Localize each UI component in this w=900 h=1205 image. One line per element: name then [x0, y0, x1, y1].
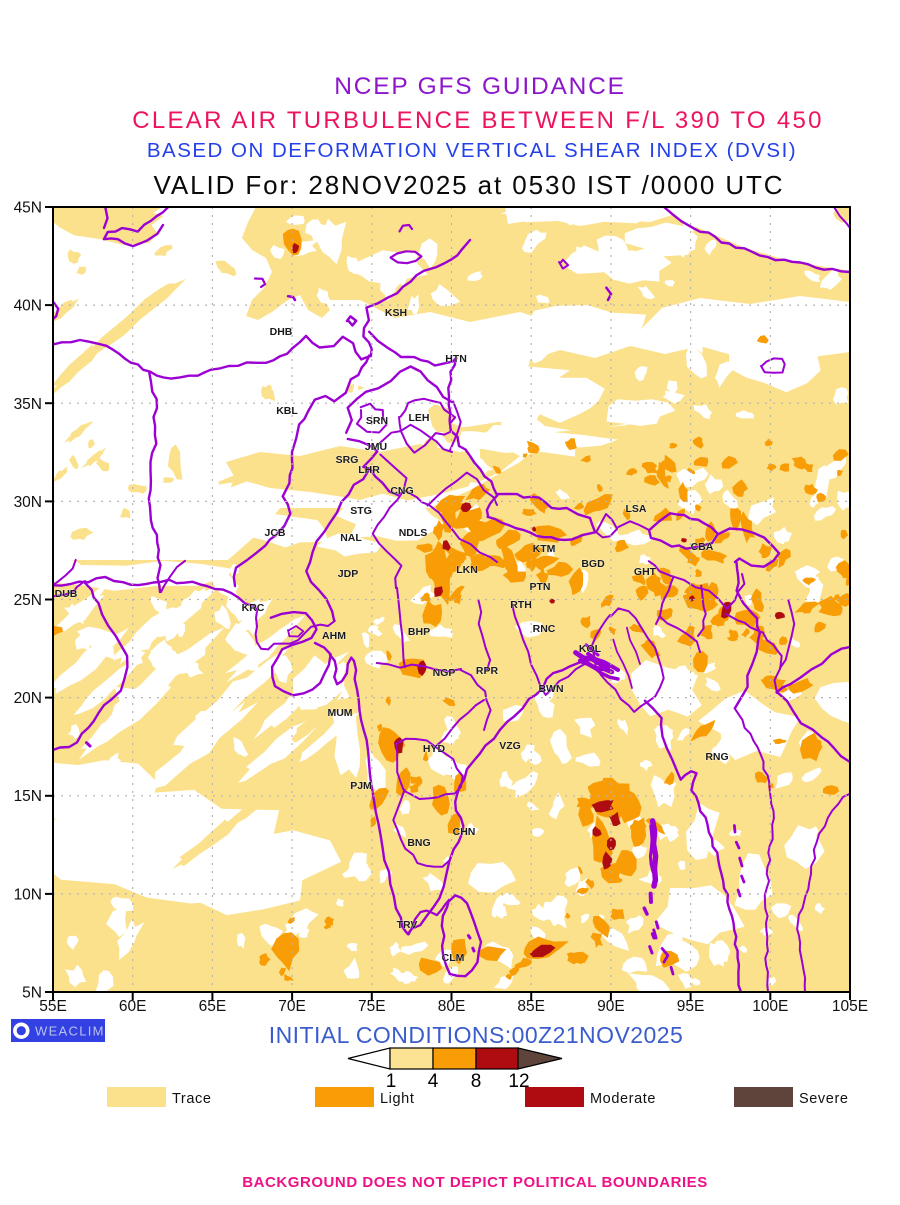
svg-text:RNC: RNC [533, 623, 556, 635]
svg-text:BWN: BWN [538, 683, 563, 695]
svg-text:25N: 25N [14, 592, 42, 609]
svg-text:BNG: BNG [407, 837, 430, 849]
svg-text:C: C [18, 1026, 25, 1037]
svg-text:10N: 10N [14, 886, 42, 903]
svg-text:KRC: KRC [242, 602, 265, 614]
svg-text:BASED ON DEFORMATION VERTICAL: BASED ON DEFORMATION VERTICAL SHEAR INDE… [147, 139, 797, 162]
svg-text:15N: 15N [14, 788, 42, 805]
svg-text:HTN: HTN [445, 353, 467, 365]
svg-text:KSH: KSH [385, 307, 407, 319]
svg-text:KTM: KTM [533, 543, 556, 555]
svg-text:RTH: RTH [510, 599, 532, 611]
svg-text:65E: 65E [199, 998, 227, 1015]
svg-text:CLEAR AIR TURBULENCE BETWEEN F: CLEAR AIR TURBULENCE BETWEEN F/L 390 TO … [132, 107, 824, 134]
svg-text:NCEP GFS GUIDANCE: NCEP GFS GUIDANCE [334, 73, 626, 100]
svg-text:DUB: DUB [55, 588, 78, 600]
svg-text:JCB: JCB [264, 527, 285, 539]
svg-text:NDLS: NDLS [399, 527, 428, 539]
svg-text:WEACLIM: WEACLIM [35, 1024, 105, 1039]
svg-text:RNG: RNG [705, 751, 728, 763]
svg-text:RPR: RPR [476, 665, 499, 677]
svg-text:GHT: GHT [634, 566, 657, 578]
svg-text:20N: 20N [14, 690, 42, 707]
svg-text:BHP: BHP [408, 626, 430, 638]
svg-text:5N: 5N [22, 985, 42, 1002]
svg-text:Trace: Trace [172, 1091, 212, 1107]
svg-text:4: 4 [428, 1071, 439, 1092]
svg-text:AHM: AHM [322, 630, 346, 642]
svg-text:HYD: HYD [423, 743, 446, 755]
svg-text:BACKGROUND DOES NOT DEPICT POL: BACKGROUND DOES NOT DEPICT POLITICAL BOU… [242, 1174, 708, 1191]
svg-text:55E: 55E [39, 998, 67, 1015]
svg-text:NGP: NGP [433, 667, 456, 679]
svg-text:VZG: VZG [499, 740, 521, 752]
svg-text:80E: 80E [438, 998, 466, 1015]
svg-text:35N: 35N [14, 396, 42, 413]
svg-text:NAL: NAL [340, 532, 362, 544]
svg-text:100E: 100E [752, 998, 788, 1015]
svg-text:VALID For: 28NOV2025 at 0530 I: VALID For: 28NOV2025 at 0530 IST /0000 U… [154, 170, 785, 200]
svg-text:MUM: MUM [327, 707, 352, 719]
svg-text:90E: 90E [597, 998, 625, 1015]
svg-text:STG: STG [350, 505, 372, 517]
svg-text:KOL: KOL [579, 643, 602, 655]
svg-text:LKN: LKN [456, 564, 478, 576]
svg-text:INITIAL CONDITIONS:00Z21NOV202: INITIAL CONDITIONS:00Z21NOV2025 [269, 1022, 683, 1048]
svg-text:DHB: DHB [270, 326, 293, 338]
svg-text:85E: 85E [517, 998, 545, 1015]
svg-text:95E: 95E [677, 998, 705, 1015]
svg-text:105E: 105E [832, 998, 868, 1015]
svg-text:LEH: LEH [409, 412, 430, 424]
svg-text:8: 8 [471, 1071, 482, 1092]
svg-text:CBA: CBA [691, 541, 714, 553]
svg-text:40N: 40N [14, 298, 42, 315]
svg-text:LHR: LHR [358, 464, 380, 476]
svg-text:70E: 70E [278, 998, 306, 1015]
svg-text:1: 1 [386, 1071, 397, 1092]
svg-text:SRG: SRG [336, 454, 359, 466]
svg-text:75E: 75E [358, 998, 386, 1015]
svg-text:CHN: CHN [453, 826, 476, 838]
svg-text:TRV: TRV [397, 919, 418, 931]
svg-text:45N: 45N [14, 200, 42, 217]
svg-text:BGD: BGD [581, 558, 605, 570]
svg-text:CNG: CNG [390, 485, 413, 497]
svg-text:KBL: KBL [276, 405, 298, 417]
svg-text:JDP: JDP [338, 568, 358, 580]
svg-text:Moderate: Moderate [590, 1091, 656, 1107]
svg-text:JMU: JMU [365, 441, 387, 453]
svg-text:CLM: CLM [442, 952, 465, 964]
svg-text:60E: 60E [119, 998, 147, 1015]
svg-text:Light: Light [380, 1091, 414, 1107]
svg-text:LSA: LSA [626, 503, 647, 515]
svg-text:PTN: PTN [530, 581, 551, 593]
svg-text:Severe: Severe [799, 1091, 849, 1107]
svg-text:30N: 30N [14, 494, 42, 511]
svg-text:PJM: PJM [350, 780, 372, 792]
svg-text:SRN: SRN [366, 415, 388, 427]
svg-text:12: 12 [508, 1071, 529, 1092]
